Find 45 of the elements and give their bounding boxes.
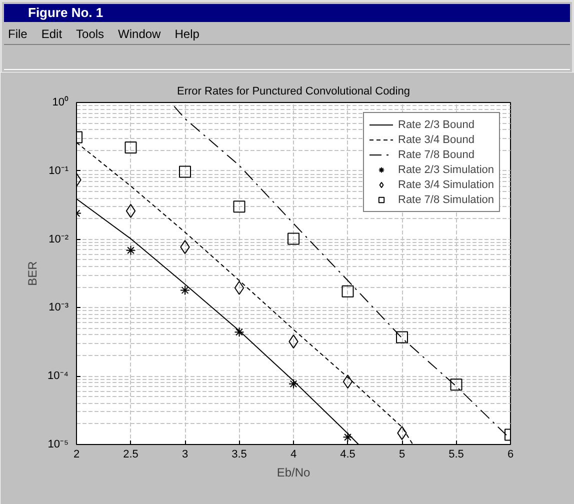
text: Window — [118, 27, 161, 41]
legend-label: Rate 3/4 Bound — [398, 133, 474, 146]
text: Tools — [76, 27, 104, 41]
x-tick-label: 5 — [398, 448, 406, 460]
x-tick-label: 4.5 — [340, 448, 356, 460]
y-tick-label: 10⁻³ — [48, 302, 69, 314]
x-tick-label: 6 — [507, 448, 514, 460]
x-tick-label: 2 — [73, 448, 80, 460]
y-axis-title: BER — [26, 260, 40, 286]
x-tick-label: 3 — [182, 448, 188, 460]
point — [342, 285, 354, 298]
legend-label: Rate 3/4 Simulation — [398, 178, 494, 191]
legend-label: Rate 2/3 Bound — [398, 118, 474, 131]
point — [234, 327, 244, 338]
y-tick-label: 10⁻⁵ — [48, 438, 68, 450]
point — [342, 374, 353, 389]
text: Help — [174, 27, 200, 41]
legend-label: Rate 7/8 Simulation — [398, 193, 494, 206]
text: File — [8, 27, 28, 41]
y-tick-label: 10⁻¹ — [48, 164, 69, 177]
point — [233, 200, 246, 213]
point — [179, 166, 191, 178]
x-axis-title: Eb/No — [276, 466, 310, 480]
text: Edit — [41, 27, 62, 41]
point — [288, 232, 300, 245]
x-tick-label: 5.5 — [448, 448, 464, 460]
point — [288, 378, 298, 389]
point — [126, 204, 136, 218]
point — [180, 285, 190, 296]
point — [450, 378, 462, 391]
text: Figure No. 1 — [4, 4, 570, 22]
legend-label: Rate 2/3 Simulation — [398, 163, 494, 176]
legend-label: Rate 7/8 Bound — [398, 148, 474, 161]
x-tick-label: 2.5 — [123, 448, 138, 460]
x-tick-label: 3.5 — [232, 448, 247, 460]
chart-title: Error Rates for Punctured Convolutional Coding — [177, 86, 410, 98]
y-tick-label: 10⁻⁴ — [48, 370, 69, 382]
y-tick-label: 10⁰ — [52, 96, 69, 108]
y-tick-label: 10⁻² — [48, 233, 69, 246]
point — [126, 245, 136, 256]
point — [234, 280, 244, 295]
point — [124, 141, 137, 154]
x-tick-label: 4 — [290, 448, 297, 460]
point — [342, 432, 353, 442]
point — [396, 331, 408, 344]
